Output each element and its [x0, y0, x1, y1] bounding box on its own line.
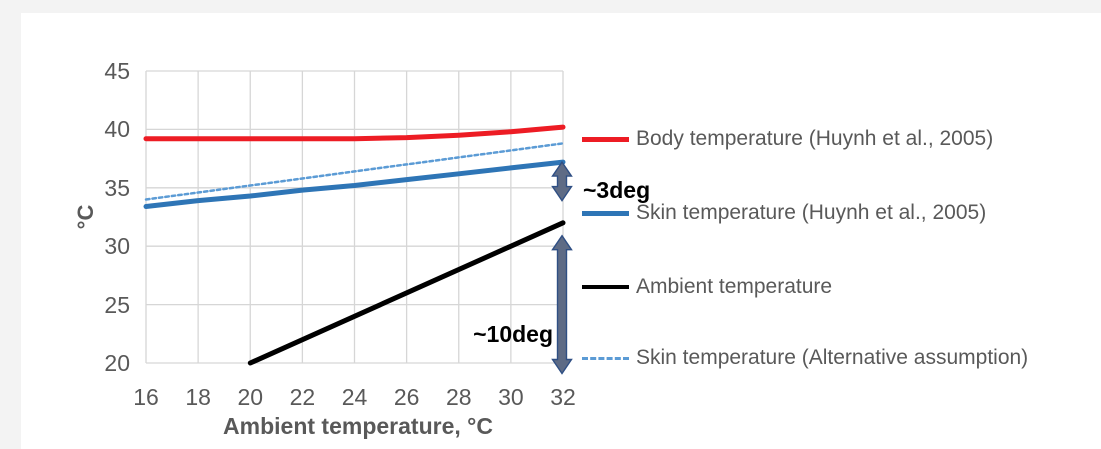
y-tick-label: 40: [104, 116, 130, 143]
legend-swatch-ambient-temperature-icon: [582, 285, 629, 289]
legend-item-ambient-temperature: Ambient temperature: [582, 275, 832, 299]
x-tick-label: 16: [133, 384, 159, 410]
annotation-arrow-10deg: [551, 234, 573, 375]
x-tick-label: 18: [185, 384, 211, 410]
legend-swatch-skin-temperature-alt-icon: [582, 356, 629, 360]
x-tick-label: 22: [289, 384, 316, 410]
x-tick-label: 30: [498, 384, 524, 410]
chart-panel: [21, 13, 1101, 449]
legend-item-skin-temperature-alt: Skin temperature (Alternative assumption…: [582, 346, 1028, 370]
legend-item-body-temperature: Body temperature (Huynh et al., 2005): [582, 127, 993, 151]
legend-swatch-body-temperature-icon: [582, 136, 629, 142]
grid-layer: [145, 70, 564, 364]
x-tick-label: 28: [445, 384, 472, 410]
y-tick-label: 45: [104, 58, 130, 84]
x-tick-label: 26: [393, 384, 420, 410]
x-tick-label: 32: [550, 384, 576, 410]
annotation-arrow-3deg: [551, 160, 573, 202]
legend-label-body-temperature: Body temperature (Huynh et al., 2005): [636, 127, 994, 150]
x-tick-label: 20: [237, 384, 264, 410]
series-line-body-temperature: [143, 124, 566, 142]
legend-label-skin-temperature: Skin temperature (Huynh et al., 2005): [636, 201, 987, 224]
x-axis-title: Ambient temperature, °C: [223, 413, 493, 439]
annotation-label-3deg: ~3deg: [583, 177, 651, 203]
y-tick-label: 25: [104, 291, 130, 318]
legend-swatch-skin-temperature-icon: [582, 210, 629, 216]
series-line-skin-temperature: [143, 159, 566, 209]
y-axis-title: °C: [73, 204, 98, 230]
x-tick-label: 24: [341, 384, 368, 410]
series-line-ambient-temperature: [247, 220, 566, 366]
annotation-layer: [551, 160, 573, 375]
legend-item-skin-temperature: Skin temperature (Huynh et al., 2005): [582, 201, 986, 225]
y-tick-label: 20: [104, 350, 130, 376]
series-layer: [143, 124, 566, 366]
series-line-skin-temperature-alt: [144, 142, 565, 201]
annotation-label-10deg: ~10deg: [473, 321, 553, 347]
legend-label-skin-temperature-alt: Skin temperature (Alternative assumption…: [636, 346, 1029, 369]
y-tick-label: 35: [104, 174, 130, 201]
y-tick-label: 30: [104, 233, 130, 260]
legend-label-ambient-temperature: Ambient temperature: [636, 275, 833, 298]
